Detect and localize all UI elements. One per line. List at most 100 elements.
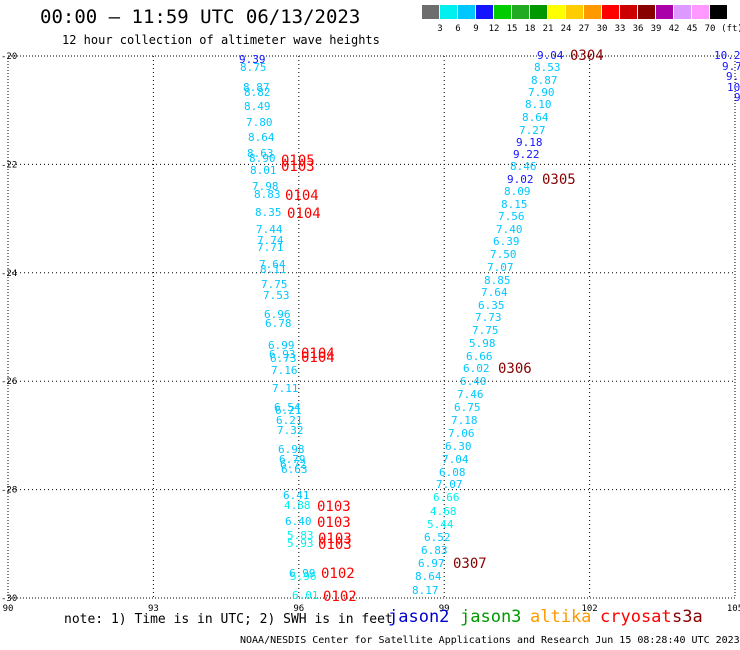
wave-height-value: 7.50 xyxy=(490,248,517,261)
wave-height-value: 7.53 xyxy=(263,289,290,302)
wave-height-value: 7.16 xyxy=(271,364,298,377)
pass-time-label: 0305 xyxy=(542,172,576,188)
legend-swatch xyxy=(638,5,655,19)
wave-height-value: 7.75 xyxy=(472,324,499,337)
wave-height-value: 9.39 xyxy=(239,53,266,66)
wave-height-value: 6.21 xyxy=(276,414,303,427)
wave-height-value: 7.32 xyxy=(277,424,304,437)
legend-swatch xyxy=(692,5,709,19)
legend-swatch xyxy=(458,5,475,19)
pass-time-label: 0104 xyxy=(301,346,335,362)
wave-height-value: 5.83 xyxy=(287,529,314,542)
pass-time-label: 0104 xyxy=(285,188,319,204)
legend-label: 42 xyxy=(668,24,680,34)
wave-height-value: 8.11 xyxy=(260,263,287,276)
wave-height-value: 9 xyxy=(734,91,740,104)
wave-height-value: 6.40 xyxy=(285,515,312,528)
wave-height-value: 8.10 xyxy=(525,98,552,111)
latitude-label: -30 xyxy=(1,594,17,604)
legend-label: 21 xyxy=(542,24,554,34)
legend-swatch xyxy=(602,5,619,19)
wave-height-value: 9.18 xyxy=(516,136,543,149)
wave-height-value: 6.78 xyxy=(265,317,292,330)
wave-height-value: 8.49 xyxy=(244,100,271,113)
latitude-label: -28 xyxy=(1,486,17,496)
wave-height-value: 8.83 xyxy=(254,188,281,201)
wave-height-value: 9.7 xyxy=(722,60,740,73)
pass-time-label: 0103 xyxy=(317,515,351,531)
legend-unit: (ft) xyxy=(721,24,740,34)
pass-time-label: 0102 xyxy=(321,566,355,582)
satellite-jason2: jason2 xyxy=(388,607,450,627)
wave-height-value: 6.79 xyxy=(279,453,306,466)
legend-swatch xyxy=(530,5,547,19)
wave-height-value: 5.98 xyxy=(469,337,496,350)
wave-height-value: 8.75 xyxy=(240,61,267,74)
legend-swatch xyxy=(440,5,457,19)
legend-swatch xyxy=(584,5,601,19)
note-text: note: 1) Time is in UTC; 2) SWH is in fe… xyxy=(64,612,393,627)
latitude-label: -24 xyxy=(1,269,17,279)
wave-height-value: 6.99 xyxy=(289,567,316,580)
wave-height-value: 6.52 xyxy=(424,531,451,544)
pass-time-label: 0103 xyxy=(318,531,352,547)
legend-swatch xyxy=(710,5,727,19)
longitude-label: 105 xyxy=(727,604,740,614)
legend-swatch xyxy=(566,5,583,19)
legend-swatch xyxy=(548,5,565,19)
pass-time-label: 0304 xyxy=(570,48,604,64)
wave-height-value: 7.40 xyxy=(496,223,523,236)
legend-swatch xyxy=(476,5,493,19)
legend-swatch xyxy=(620,5,637,19)
wave-height-value: 7.11 xyxy=(272,382,299,395)
wave-height-value: 6.02 xyxy=(463,362,490,375)
wave-height-value: 8.82 xyxy=(244,86,271,99)
wave-height-value: 8.64 xyxy=(248,131,275,144)
pass-time-label: 0103 xyxy=(317,499,351,515)
wave-height-value: 4.68 xyxy=(430,505,457,518)
wave-height-value: 9.02 xyxy=(507,173,534,186)
satellite-s3a: s3a xyxy=(672,607,703,627)
longitude-label: 102 xyxy=(581,604,597,614)
wave-height-value: 8.15 xyxy=(501,198,528,211)
legend-label: 6 xyxy=(455,24,461,34)
wave-height-value: 8.87 xyxy=(243,81,270,94)
wave-height-value: 7.75 xyxy=(261,278,288,291)
wave-height-value: 6.30 xyxy=(445,440,472,453)
pass-time-label: 0104 xyxy=(301,350,335,366)
legend-label: 70 xyxy=(704,24,716,34)
wave-height-value: 8.90 xyxy=(249,152,276,165)
wave-height-value: 6.01 xyxy=(292,589,319,602)
pass-time-label: 0103 xyxy=(318,537,352,553)
wave-height-value: 6.72 xyxy=(280,458,307,471)
wave-height-value: 6.99 xyxy=(268,339,295,352)
wave-height-value: 5.44 xyxy=(427,518,454,531)
wave-height-value: 7.98 xyxy=(252,180,279,193)
satellite-jason3: jason3 xyxy=(460,607,522,627)
latitude-label: -26 xyxy=(1,377,17,387)
legend-label: 3 xyxy=(437,24,443,34)
wave-height-value: 6.40 xyxy=(460,375,487,388)
wave-height-value: 7.07 xyxy=(487,261,514,274)
wave-height-value: 9.04 xyxy=(537,49,564,62)
wave-height-value: 6.66 xyxy=(466,350,493,363)
wave-height-value: 8.53 xyxy=(534,61,561,74)
wave-height-value: 7.80 xyxy=(246,116,273,129)
wave-height-value: 7.44 xyxy=(256,223,283,236)
wave-height-value: 7.07 xyxy=(436,478,463,491)
wave-height-value: 7.71 xyxy=(257,241,284,254)
wave-height-value: 7.06 xyxy=(448,427,475,440)
longitude-label: 96 xyxy=(293,604,304,614)
longitude-label: 90 xyxy=(3,604,14,614)
wave-height-value: 7.90 xyxy=(528,86,555,99)
map-frame xyxy=(7,55,736,599)
wave-height-value: 4.88 xyxy=(284,499,311,512)
wave-height-value: 8.85 xyxy=(484,274,511,287)
wave-height-value: 6.21 xyxy=(275,404,302,417)
wave-height-value: 6.75 xyxy=(454,401,481,414)
wave-height-value: 7.18 xyxy=(451,414,478,427)
wave-height-value: 6.66 xyxy=(433,491,460,504)
wave-height-value: 6.97 xyxy=(418,557,445,570)
